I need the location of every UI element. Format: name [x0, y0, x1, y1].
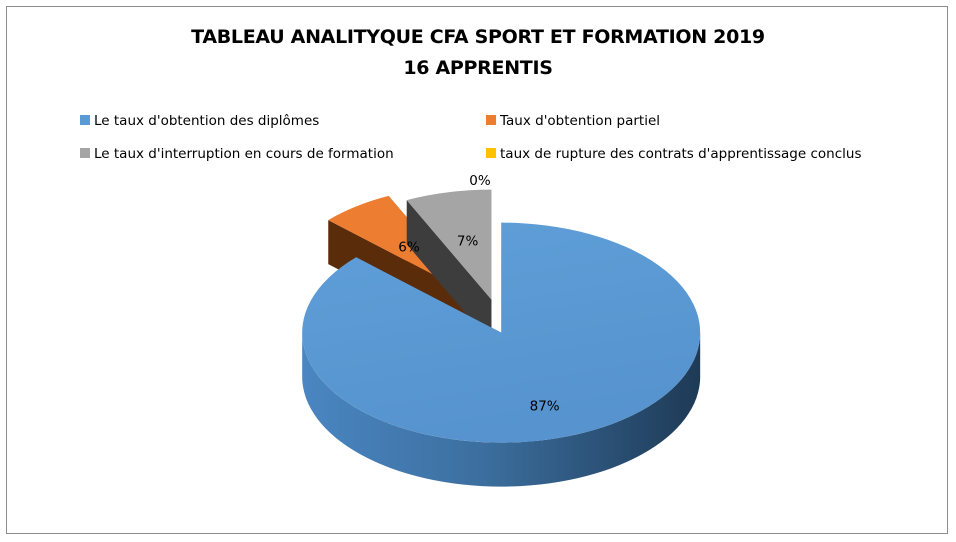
legend-item-partiel: Taux d'obtention partiel	[486, 113, 660, 129]
chart-title: TABLEAU ANALITYQUE CFA SPORT ET FORMATIO…	[0, 22, 956, 84]
legend-swatch-diplomes	[80, 115, 90, 125]
legend-label-partiel: Taux d'obtention partiel	[500, 113, 661, 129]
data-label-interruption: 7%	[457, 234, 479, 250]
legend-swatch-partiel	[486, 115, 496, 125]
legend-swatch-interruption	[80, 148, 90, 158]
chart-title-line2: 16 APPRENTIS	[403, 57, 553, 79]
legend-label-diplomes: Le taux d'obtention des diplômes	[94, 113, 320, 129]
data-label-rupture: 0%	[469, 173, 491, 189]
pie-slice-diplomes	[302, 222, 701, 487]
pie-slice-interruption	[406, 189, 492, 344]
chart-title-line1: TABLEAU ANALITYQUE CFA SPORT ET FORMATIO…	[191, 26, 765, 48]
legend-item-interruption: Le taux d'interruption en cours de forma…	[80, 146, 394, 162]
legend-item-rupture: taux de rupture des contrats d'apprentis…	[486, 146, 861, 162]
data-label-partiel: 6%	[398, 239, 420, 255]
legend-swatch-rupture	[486, 148, 496, 158]
legend-label-rupture: taux de rupture des contrats d'apprentis…	[500, 146, 862, 162]
legend-label-interruption: Le taux d'interruption en cours de forma…	[94, 146, 394, 162]
legend-item-diplomes: Le taux d'obtention des diplômes	[80, 113, 319, 129]
data-label-diplomes: 87%	[530, 398, 560, 414]
